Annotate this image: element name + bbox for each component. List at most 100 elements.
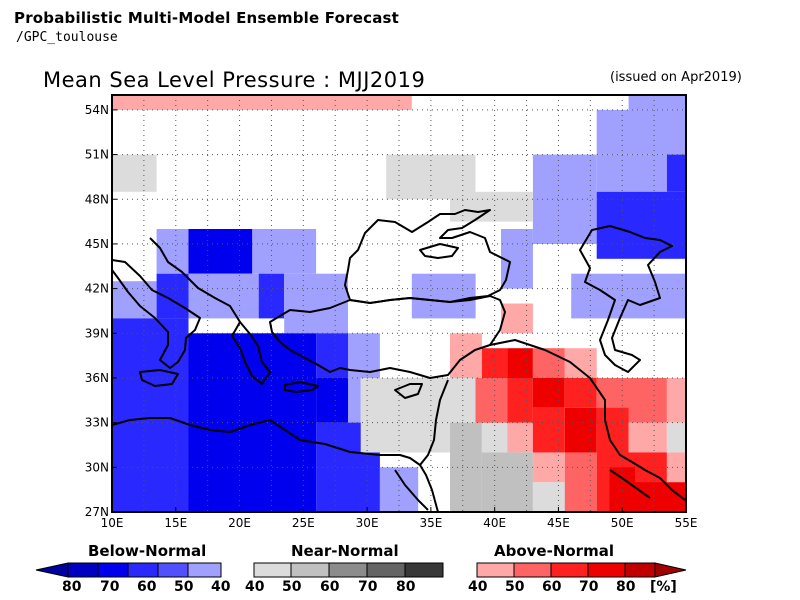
legend-below-50 [157, 562, 189, 578]
legend-near-50 [290, 562, 330, 578]
lat-label: 48N [85, 192, 109, 206]
cell-near-50 [481, 452, 533, 512]
cell-below-40 [252, 229, 317, 274]
coastline-persian-gulf [604, 419, 686, 501]
lat-label: 54N [85, 103, 109, 117]
latitude-labels: 54N 51N 48N 45N 42N 39N 36N 33N 30N 27N [85, 103, 109, 519]
lat-label: 33N [85, 416, 109, 430]
cell-below-40 [348, 378, 361, 423]
product-title: Probabilistic Multi-Model Ensemble Forec… [14, 9, 400, 27]
legend-above-title: Above-Normal [494, 542, 614, 560]
coastline-sicily [139, 369, 179, 387]
cell-above-60 [481, 348, 508, 378]
coastline-turkey [269, 295, 506, 379]
legend-near-bar [253, 562, 444, 578]
legend-below-70 [97, 562, 129, 578]
legend-near-num-80: 80 [396, 579, 416, 595]
map-frame [111, 94, 687, 513]
cell-below-60 [112, 318, 189, 512]
lon-label: 55E [675, 516, 698, 530]
legend-below-title: Below-Normal [88, 542, 207, 560]
legend-near-num-60: 60 [320, 579, 340, 595]
cell-above-40 [666, 452, 686, 483]
cell-above-60 [564, 378, 597, 408]
cell-above-40 [507, 422, 533, 453]
cell-below-60 [156, 273, 189, 319]
legend-near-40 [253, 562, 292, 578]
cell-above-50 [475, 378, 508, 423]
legend-below-num-80: 80 [62, 579, 82, 595]
lat-label: 27N [85, 505, 109, 519]
probability-cells [112, 95, 686, 512]
legend-below-60 [127, 562, 159, 578]
cell-above-70 [507, 348, 533, 378]
legend-near-title: Near-Normal [291, 542, 399, 560]
cell-below-40 [596, 109, 686, 155]
cell-above-70 [564, 407, 597, 453]
coastline-levant-egypt-libya [111, 379, 449, 466]
legend-above-50 [513, 562, 552, 578]
legend-above-bar [476, 562, 687, 578]
legend-unit: [%] [650, 579, 677, 595]
legend-below-num-60: 60 [137, 579, 157, 595]
cell-above-70 [532, 378, 565, 408]
coastline-red-sea [394, 464, 439, 513]
legend-above-40 [476, 562, 515, 578]
lon-label: 35E [419, 516, 442, 530]
legend-below-arrow [35, 562, 69, 578]
cell-above-40 [628, 422, 667, 453]
cell-above-40 [112, 95, 412, 110]
lon-label: 45E [547, 516, 570, 530]
cell-near-50 [450, 422, 482, 512]
cell-above-40 [501, 303, 533, 334]
legend-above-num-60: 60 [542, 579, 562, 595]
issue-date: (issued on Apr2019) [610, 70, 742, 85]
legend-near-num-70: 70 [358, 579, 378, 595]
cell-near-40 [360, 378, 450, 453]
cell-above-40 [666, 378, 686, 423]
legend-near-num-40: 40 [245, 579, 265, 595]
legend-above-num-80: 80 [616, 579, 636, 595]
legend-above-80 [624, 562, 656, 578]
cell-above-40 [532, 452, 565, 483]
coastline-adriatic-east [149, 237, 241, 323]
cell-below-60 [596, 191, 686, 259]
lon-label: 25E [292, 516, 315, 530]
lon-label: 15E [164, 516, 187, 530]
longitude-labels: 10E 15E 20E 25E 30E 35E 40E 45E 50E 55E [101, 516, 698, 530]
lat-label: 36N [85, 371, 109, 385]
coastlines [111, 209, 686, 513]
map-title: Mean Sea Level Pressure : MJJ2019 [43, 68, 426, 92]
cell-below-40 [596, 154, 667, 192]
axis-ticks [111, 109, 687, 513]
legend-above-70 [587, 562, 626, 578]
cell-above-60 [532, 407, 565, 453]
legend-near-num-50: 50 [282, 579, 302, 595]
cell-below-60 [666, 154, 686, 192]
lon-label: 20E [228, 516, 251, 530]
legend-below-num-70: 70 [100, 579, 120, 595]
legend-above-num-40: 40 [468, 579, 488, 595]
lon-label: 30E [356, 516, 379, 530]
cell-near-40 [666, 422, 686, 453]
cell-above-60 [596, 407, 629, 453]
coastline-caspian [579, 225, 673, 373]
cell-below-40 [571, 273, 686, 319]
lat-label: 45N [85, 237, 109, 251]
lat-label: 42N [85, 282, 109, 296]
legend-above-60 [550, 562, 589, 578]
lon-label: 10E [101, 516, 124, 530]
cell-below-70 [316, 378, 348, 423]
cell-near-40 [112, 154, 157, 192]
legend-below-num-50: 50 [174, 579, 194, 595]
cell-below-40 [284, 273, 348, 334]
cell-below-40 [411, 273, 476, 319]
cell-above-50 [532, 348, 565, 378]
legend-near-70 [366, 562, 406, 578]
legend-below-num-40: 40 [211, 579, 231, 595]
coastline-italy [111, 259, 201, 369]
coastline-greece [231, 321, 271, 385]
legend-below-40 [187, 562, 222, 578]
coastline-cyprus [394, 383, 423, 399]
